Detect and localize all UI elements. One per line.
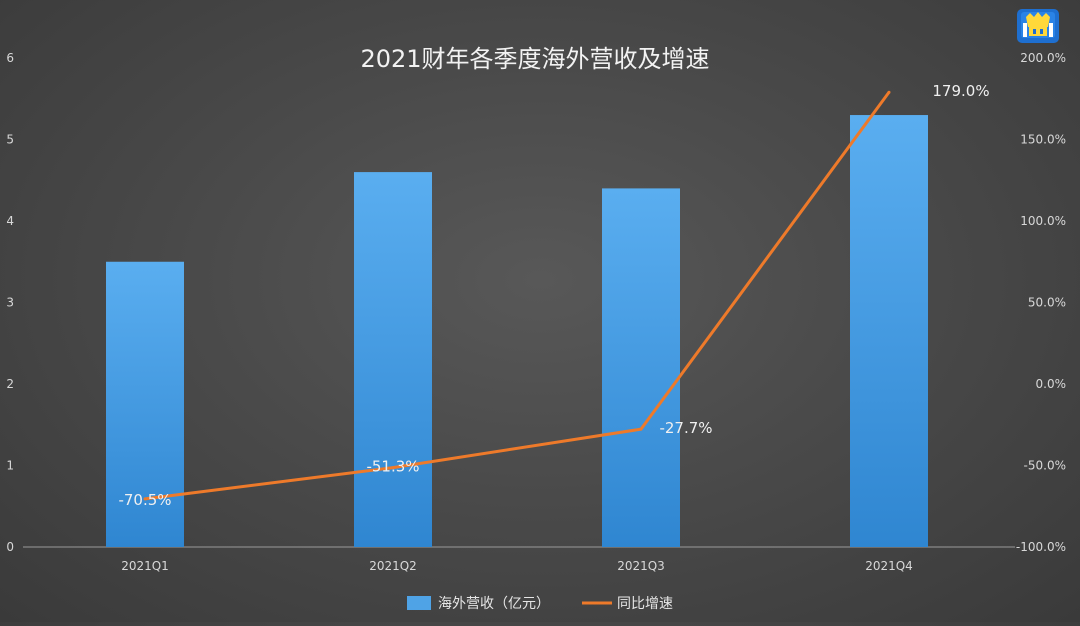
x-tick-label: 2021Q2 — [369, 559, 417, 573]
x-tick-label: 2021Q1 — [121, 559, 169, 573]
growth-line — [144, 91, 891, 501]
line-data-label: -27.7% — [659, 419, 712, 437]
bar — [850, 115, 928, 548]
line-point — [391, 466, 395, 470]
mascot-logo-icon — [1017, 9, 1059, 43]
line-point — [143, 497, 147, 501]
y-left-tick-label: 2 — [6, 377, 14, 391]
bars — [106, 115, 928, 548]
y-right-tick-label: -100.0% — [1016, 540, 1066, 554]
y-right-tick-label: 150.0% — [1020, 133, 1066, 147]
line-data-label: -70.5% — [118, 491, 171, 509]
bar — [602, 188, 680, 547]
y-left-tick-label: 6 — [6, 51, 14, 65]
chart-title: 2021财年各季度海外营收及增速 — [360, 45, 709, 73]
line-data-label: -51.3% — [366, 458, 419, 476]
axes: 0 1 2 3 4 5 6 -100.0% -50.0% 0.0% 50.0% 100.0% 150.0… — [6, 51, 1066, 573]
y-left-tick-label: 0 — [6, 540, 14, 554]
data-labels: -70.5% -51.3% -27.7% 179.0% — [118, 82, 989, 509]
y-right-tick-label: -50.0% — [1024, 459, 1066, 473]
y-right-tick-label: 200.0% — [1020, 51, 1066, 65]
legend-bar-swatch — [407, 596, 431, 610]
y-right-tick-label: 50.0% — [1028, 296, 1066, 310]
line-data-label: 179.0% — [932, 82, 989, 100]
line-point — [887, 90, 891, 94]
legend-bar-label: 海外营收（亿元） — [438, 596, 550, 612]
y-right-tick-label: 0.0% — [1036, 377, 1067, 391]
x-tick-label: 2021Q3 — [617, 559, 665, 573]
legend-line-label: 同比增速 — [617, 596, 673, 612]
y-left-tick-label: 1 — [6, 459, 14, 473]
growth-line-layer — [143, 90, 891, 501]
y-left-tick-label: 3 — [6, 296, 14, 310]
bar — [354, 172, 432, 547]
line-point — [639, 427, 643, 431]
x-tick-label: 2021Q4 — [865, 559, 913, 573]
legend: 海外营收（亿元） 同比增速 — [407, 596, 673, 612]
y-left-tick-label: 5 — [6, 133, 14, 147]
y-right-tick-label: 100.0% — [1020, 214, 1066, 228]
y-left-tick-label: 4 — [6, 214, 14, 228]
